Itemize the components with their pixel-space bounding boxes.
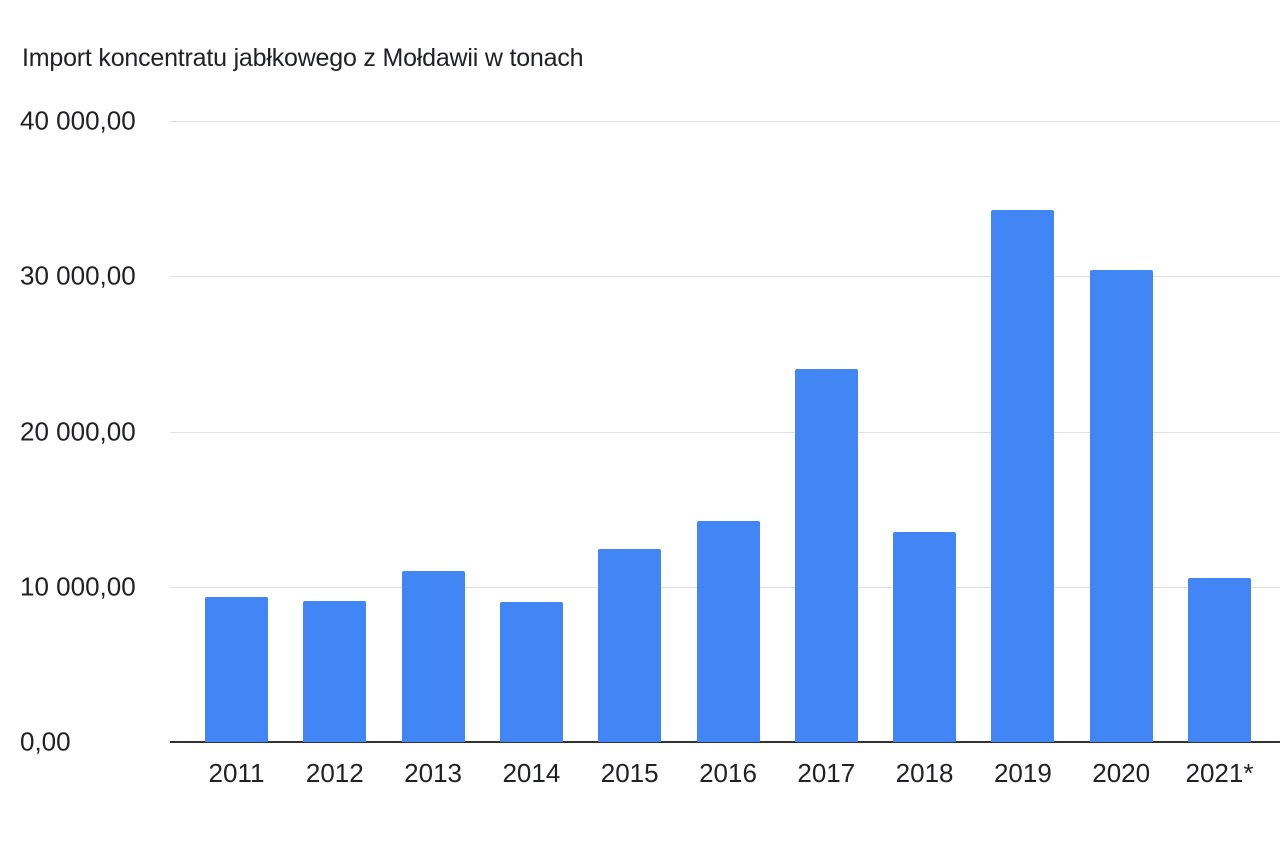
bar-2011[interactable] xyxy=(205,596,268,742)
x-tick-label: 2018 xyxy=(895,758,954,788)
y-tick-label: 20 000,00 xyxy=(20,416,136,446)
bar-2013[interactable] xyxy=(401,571,465,742)
x-tick-label: 2019 xyxy=(993,758,1052,788)
bar-2021[interactable] xyxy=(1188,578,1251,742)
y-tick-label: 10 000,00 xyxy=(20,571,136,602)
chart-title: Import koncentratu jabłkowego z Mołdawii… xyxy=(22,44,584,72)
x-tick-label: 2014 xyxy=(502,758,561,788)
x-tick-label: 2012 xyxy=(305,758,364,788)
bar-2020[interactable] xyxy=(1089,270,1153,742)
gridline xyxy=(170,431,1280,433)
x-tick-label: 2020 xyxy=(1092,758,1151,788)
bar-2016[interactable] xyxy=(696,520,760,742)
gridline xyxy=(170,121,1280,122)
x-tick-label: 2015 xyxy=(600,758,659,788)
x-tick-label: 2021* xyxy=(1185,758,1254,788)
x-tick-label: 2017 xyxy=(797,758,856,788)
x-axis-baseline xyxy=(170,741,1280,743)
y-tick-label: 0,00 xyxy=(20,726,71,757)
bar-2019[interactable] xyxy=(991,210,1055,742)
bar-2014[interactable] xyxy=(499,602,563,742)
x-tick-label: 2016 xyxy=(699,758,757,788)
y-tick-label: 30 000,00 xyxy=(20,260,136,291)
bar-2015[interactable] xyxy=(598,548,662,742)
x-tick-label: 2011 xyxy=(208,758,265,788)
gridline xyxy=(170,276,1280,278)
bar-2018[interactable] xyxy=(893,531,957,742)
y-tick-label: 40 000,00 xyxy=(20,105,136,136)
bar-2012[interactable] xyxy=(303,600,367,742)
bar-2017[interactable] xyxy=(794,368,858,742)
x-tick-label: 2013 xyxy=(404,758,463,788)
